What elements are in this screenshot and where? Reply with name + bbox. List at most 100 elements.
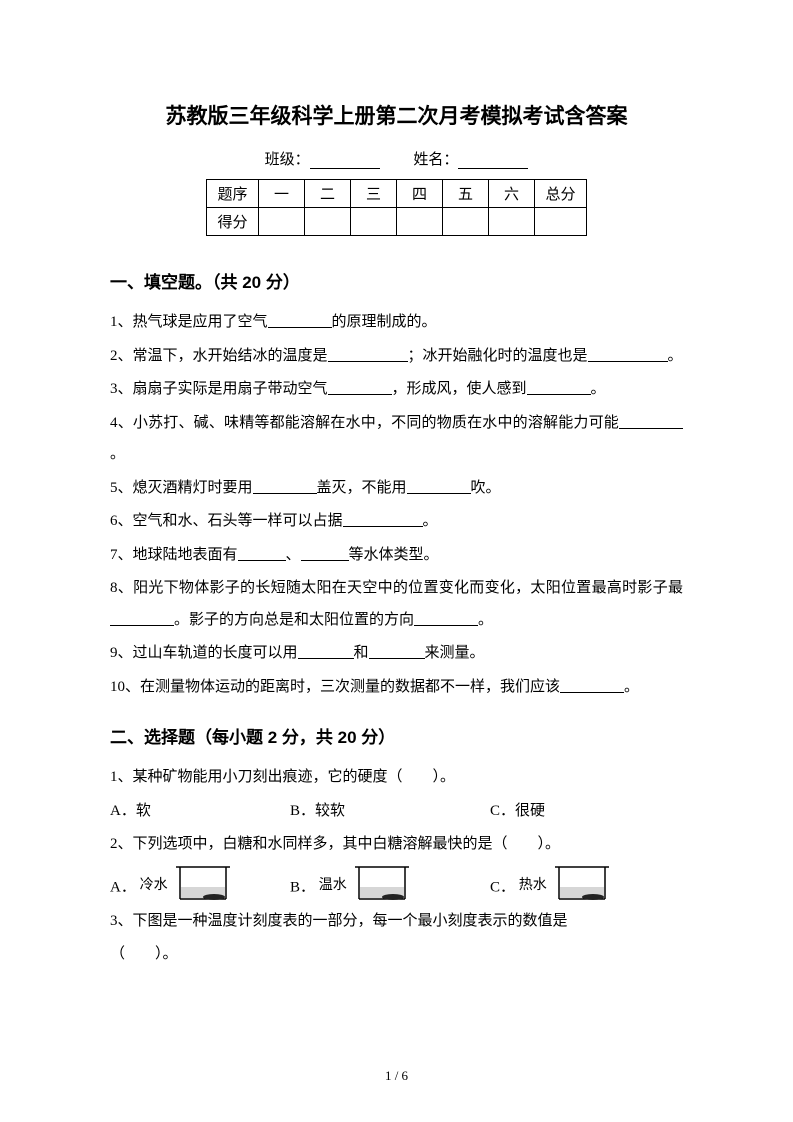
blank[interactable]	[407, 480, 471, 494]
blank[interactable]	[238, 547, 286, 561]
td-blank[interactable]	[489, 208, 535, 236]
name-blank[interactable]	[458, 155, 528, 169]
option-c[interactable]: C． 热水	[490, 863, 650, 904]
td-blank[interactable]	[535, 208, 587, 236]
blank[interactable]	[619, 415, 683, 429]
td-blank[interactable]	[351, 208, 397, 236]
option-c[interactable]: C．很硬	[490, 796, 650, 828]
text: 。	[423, 513, 438, 529]
blank[interactable]	[343, 513, 423, 527]
text: 。	[110, 446, 125, 462]
text: 。	[624, 679, 639, 695]
text: 。	[668, 348, 683, 364]
s1-q5: 5、熄灭酒精灯时要用 盖灭，不能用 吹。	[110, 473, 683, 505]
opt-label: A．	[110, 879, 136, 895]
blank[interactable]	[328, 348, 408, 362]
td-score-label: 得分	[207, 208, 259, 236]
s1-q1: 1、热气球是应用了空气 的原理制成的。	[110, 307, 683, 339]
beaker-icon	[172, 863, 234, 903]
text: ，形成风，使人感到	[392, 381, 527, 397]
beaker-b: 温水	[319, 863, 413, 903]
blank[interactable]	[588, 348, 668, 362]
blank[interactable]	[560, 679, 624, 693]
class-blank[interactable]	[310, 155, 380, 169]
td-blank[interactable]	[443, 208, 489, 236]
th-3: 三	[351, 180, 397, 208]
option-a[interactable]: A．软	[110, 796, 290, 828]
blank[interactable]	[268, 314, 332, 328]
text: 。影子的方向总是和太阳位置的方向	[174, 612, 414, 628]
doc-title: 苏教版三年级科学上册第二次月考模拟考试含答案	[110, 100, 683, 130]
blank[interactable]	[110, 612, 174, 626]
blank[interactable]	[298, 645, 354, 659]
s1-q9: 9、过山车轨道的长度可以用 和 来测量。	[110, 638, 683, 670]
td-blank[interactable]	[397, 208, 443, 236]
td-blank[interactable]	[259, 208, 305, 236]
s2-q1-options: A．软 B．较软 C．很硬	[110, 796, 683, 828]
info-line: 班级： 姓名：	[110, 148, 683, 169]
name-label: 姓名：	[413, 152, 458, 168]
th-seq: 题序	[207, 180, 259, 208]
s1-q2: 2、常温下，水开始结冰的温度是 ；冰开始融化时的温度也是 。	[110, 341, 683, 373]
score-table: 题序 一 二 三 四 五 六 总分 得分	[206, 179, 587, 236]
th-2: 二	[305, 180, 351, 208]
text: 6、空气和水、石头等一样可以占据	[110, 513, 343, 529]
blank[interactable]	[301, 547, 349, 561]
td-blank[interactable]	[305, 208, 351, 236]
th-1: 一	[259, 180, 305, 208]
option-b[interactable]: B．较软	[290, 796, 490, 828]
blank[interactable]	[414, 612, 478, 626]
text: 5、熄灭酒精灯时要用	[110, 480, 253, 496]
text: 10、在测量物体运动的距离时，三次测量的数据都不一样，我们应该	[110, 679, 560, 695]
th-5: 五	[443, 180, 489, 208]
beaker-label: 冷水	[140, 871, 168, 900]
text: 4、小苏打、碱、味精等都能溶解在水中，不同的物质在水中的溶解能力可能	[110, 415, 619, 431]
text: 1、热气球是应用了空气	[110, 314, 268, 330]
s1-q10: 10、在测量物体运动的距离时，三次测量的数据都不一样，我们应该 。	[110, 672, 683, 704]
text: （ ）。	[110, 946, 178, 962]
s1-q3: 3、扇扇子实际是用扇子带动空气，形成风，使人感到。	[110, 374, 683, 406]
text: 的原理制成的。	[332, 314, 437, 330]
beaker-c: 热水	[519, 863, 613, 903]
page-number: 1 / 6	[0, 1068, 793, 1084]
option-a[interactable]: A． 冷水	[110, 863, 290, 904]
text: 8、阳光下物体影子的长短随太阳在天空中的位置变化而变化，太阳位置最高时影子最	[110, 580, 683, 596]
blank[interactable]	[253, 480, 317, 494]
text: 3、下图是一种温度计刻度表的一部分，每一个最小刻度表示的数值是	[110, 913, 568, 929]
th-6: 六	[489, 180, 535, 208]
beaker-label: 温水	[319, 871, 347, 900]
table-row: 题序 一 二 三 四 五 六 总分	[207, 180, 587, 208]
s2-q3: 3、下图是一种温度计刻度表的一部分，每一个最小刻度表示的数值是	[110, 906, 683, 938]
beaker-icon	[551, 863, 613, 903]
th-4: 四	[397, 180, 443, 208]
opt-label: C．	[490, 879, 515, 895]
blank[interactable]	[527, 381, 591, 395]
option-b[interactable]: B． 温水	[290, 863, 490, 904]
text: 。	[591, 381, 606, 397]
text: 和	[354, 645, 369, 661]
section1-title: 一、填空题。（共 20 分）	[110, 268, 683, 293]
text: 盖灭，不能用	[317, 480, 407, 496]
beaker-label: 热水	[519, 871, 547, 900]
text: 来测量。	[425, 645, 485, 661]
beaker-icon	[351, 863, 413, 903]
text: 7、地球陆地表面有	[110, 547, 238, 563]
table-row: 得分	[207, 208, 587, 236]
text: 9、过山车轨道的长度可以用	[110, 645, 298, 661]
text: 吹。	[471, 480, 501, 496]
s2-q2-options: A． 冷水 B． 温水	[110, 863, 683, 904]
th-total: 总分	[535, 180, 587, 208]
blank[interactable]	[328, 381, 392, 395]
text: 等水体类型。	[349, 547, 439, 563]
text: 2、常温下，水开始结冰的温度是	[110, 348, 328, 364]
blank[interactable]	[369, 645, 425, 659]
opt-label: B．	[290, 879, 315, 895]
s2-q3b: （ ）。	[110, 939, 683, 971]
s1-q4: 4、小苏打、碱、味精等都能溶解在水中，不同的物质在水中的溶解能力可能。	[110, 408, 683, 471]
text: 。	[478, 612, 493, 628]
text: ；冰开始融化时的温度也是	[408, 348, 588, 364]
class-label: 班级：	[265, 152, 310, 168]
text: 、	[286, 547, 301, 563]
s2-q1: 1、某种矿物能用小刀刻出痕迹，它的硬度（ ）。	[110, 762, 683, 794]
s1-q7: 7、地球陆地表面有 、 等水体类型。	[110, 540, 683, 572]
